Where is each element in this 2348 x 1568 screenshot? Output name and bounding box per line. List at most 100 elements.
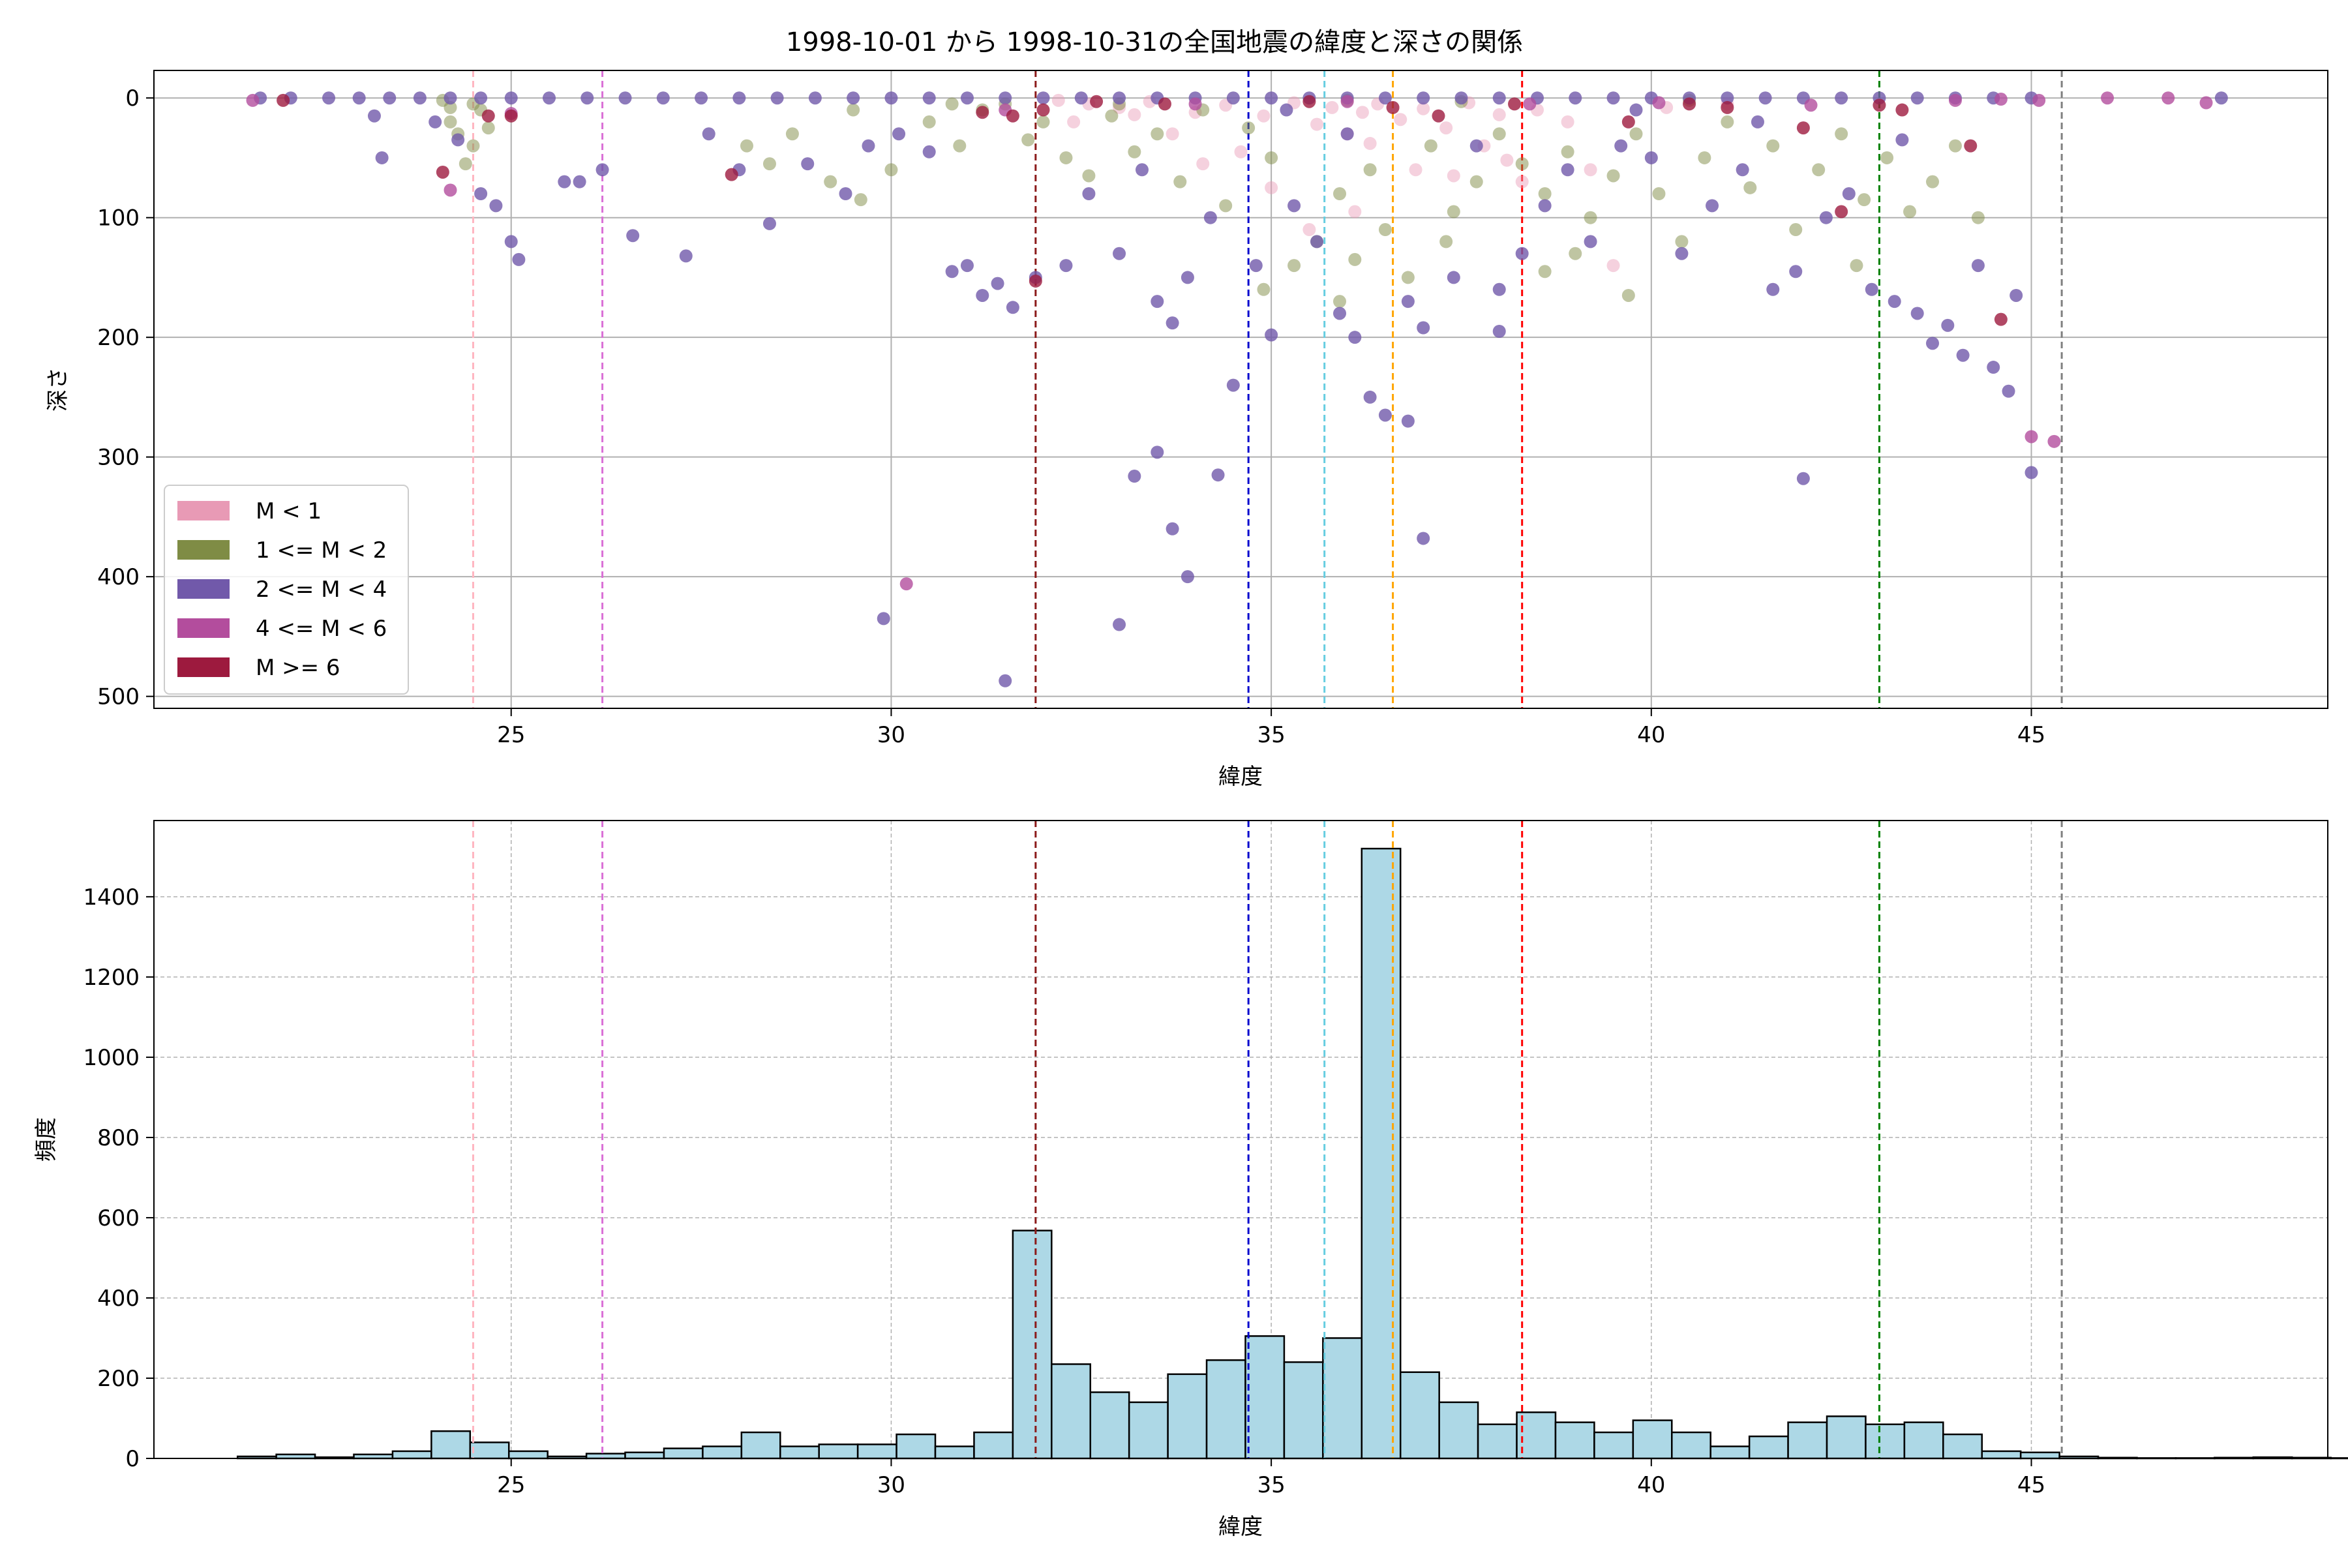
scatter-point xyxy=(1994,312,2008,326)
scatter-point xyxy=(1751,115,1764,128)
histogram-bar xyxy=(1593,1431,1634,1460)
scatter-y-axis-label: 深さ xyxy=(45,367,71,412)
histogram-x-axis-label: 緯度 xyxy=(1218,1514,1263,1540)
histogram-bar xyxy=(1787,1421,1828,1460)
scatter-point xyxy=(1280,103,1293,117)
scatter-point xyxy=(1584,163,1597,177)
histogram-bar xyxy=(391,1450,432,1460)
histogram-bar xyxy=(1709,1445,1751,1460)
histogram-bar xyxy=(973,1431,1014,1460)
scatter-point xyxy=(1166,522,1179,535)
scatter-point xyxy=(1910,91,1924,105)
scatter-series-1 xyxy=(436,93,1985,309)
scatter-point xyxy=(1113,91,1126,105)
scatter-point xyxy=(1447,205,1460,219)
scatter-point xyxy=(444,91,457,105)
scatter-point xyxy=(854,193,867,207)
scatter-point xyxy=(1242,121,1256,135)
scatter-point xyxy=(1333,295,1346,309)
scatter-point xyxy=(481,109,495,123)
scatter-point xyxy=(1865,282,1878,296)
scatter-point xyxy=(801,157,815,171)
histogram-bar xyxy=(1012,1229,1053,1460)
scatter-point xyxy=(1378,91,1392,105)
scatter-point xyxy=(1409,163,1422,177)
legend-box xyxy=(164,485,409,695)
legend-swatch xyxy=(177,540,230,560)
scatter-point xyxy=(1439,235,1453,249)
scatter-point xyxy=(1850,259,1863,273)
scatter-x-tick-label: 30 xyxy=(877,722,905,748)
scatter-point xyxy=(1926,175,1939,188)
scatter-point xyxy=(1401,271,1415,284)
scatter-point xyxy=(1051,93,1065,107)
histogram-axis-ticks: 25 30 35 40 45 0 200 400 600 800 1000 1200 1400 xyxy=(83,884,2045,1498)
scatter-point xyxy=(1173,175,1187,188)
histogram-bar xyxy=(1748,1435,1789,1460)
scatter-point xyxy=(1029,274,1042,288)
scatter-point xyxy=(1561,163,1574,177)
scatter-point xyxy=(1736,163,1749,177)
scatter-point xyxy=(1538,199,1552,213)
scatter-point xyxy=(595,163,609,177)
scatter-point xyxy=(1804,98,1818,112)
scatter-points xyxy=(246,91,2228,687)
histogram-y-axis-label: 頻度 xyxy=(33,1117,59,1162)
scatter-point xyxy=(1621,288,1635,302)
scatter-point xyxy=(1059,259,1073,273)
scatter-point xyxy=(1302,223,1316,237)
scatter-grid xyxy=(154,70,2328,708)
scatter-point xyxy=(695,91,708,105)
scatter-point xyxy=(1492,127,1506,141)
scatter-point xyxy=(1348,331,1362,344)
scatter-point xyxy=(732,91,746,105)
scatter-point xyxy=(1910,307,1924,320)
histogram-bar xyxy=(1051,1363,1092,1460)
scatter-point xyxy=(2101,91,2115,105)
scatter-point xyxy=(466,139,480,153)
scatter-point xyxy=(504,235,518,249)
scatter-chart: 1998-10-01 から 1998-10-31の全国地震の緯度と深さの関係 2… xyxy=(45,27,2328,790)
scatter-point xyxy=(1378,408,1392,422)
scatter-point xyxy=(884,91,898,105)
scatter-point xyxy=(1113,618,1126,631)
scatter-point xyxy=(679,249,693,263)
scatter-point xyxy=(1895,133,1909,147)
scatter-point xyxy=(481,121,495,135)
scatter-point xyxy=(2161,91,2175,105)
scatter-series-2 xyxy=(254,91,2228,687)
scatter-point xyxy=(1812,163,1826,177)
legend-label: 1 <= M < 2 xyxy=(256,537,387,564)
scatter-point xyxy=(1819,211,1833,224)
scatter-point xyxy=(1363,136,1377,150)
histogram-x-tick-label: 45 xyxy=(2017,1472,2045,1498)
histogram-bar xyxy=(1283,1361,1324,1460)
scatter-point xyxy=(1766,139,1780,153)
histogram-bar xyxy=(856,1443,897,1460)
scatter-point xyxy=(1873,98,1886,112)
scatter-point xyxy=(1287,259,1301,273)
histogram-bar xyxy=(624,1451,665,1460)
scatter-point xyxy=(785,127,799,141)
scatter-point xyxy=(762,157,776,171)
scatter-point xyxy=(1584,235,1597,249)
scatter-point xyxy=(322,91,336,105)
scatter-point xyxy=(1743,181,1757,194)
scatter-point xyxy=(1492,108,1506,121)
scatter-point xyxy=(1500,153,1514,167)
scatter-point xyxy=(960,259,974,273)
histogram-x-tick-label: 25 xyxy=(497,1472,525,1498)
scatter-point xyxy=(1538,265,1552,279)
scatter-point xyxy=(1606,259,1620,273)
scatter-point xyxy=(2002,384,2015,398)
scatter-point xyxy=(1948,139,1962,153)
scatter-point xyxy=(1523,97,1537,111)
scatter-point xyxy=(1310,235,1324,249)
legend-label: 4 <= M < 6 xyxy=(256,616,387,642)
scatter-point xyxy=(1082,187,1096,200)
scatter-point xyxy=(1895,103,1909,117)
scatter-point xyxy=(1964,139,1978,153)
legend-swatch xyxy=(177,579,230,599)
scatter-point xyxy=(383,91,397,105)
scatter-point xyxy=(725,168,738,181)
